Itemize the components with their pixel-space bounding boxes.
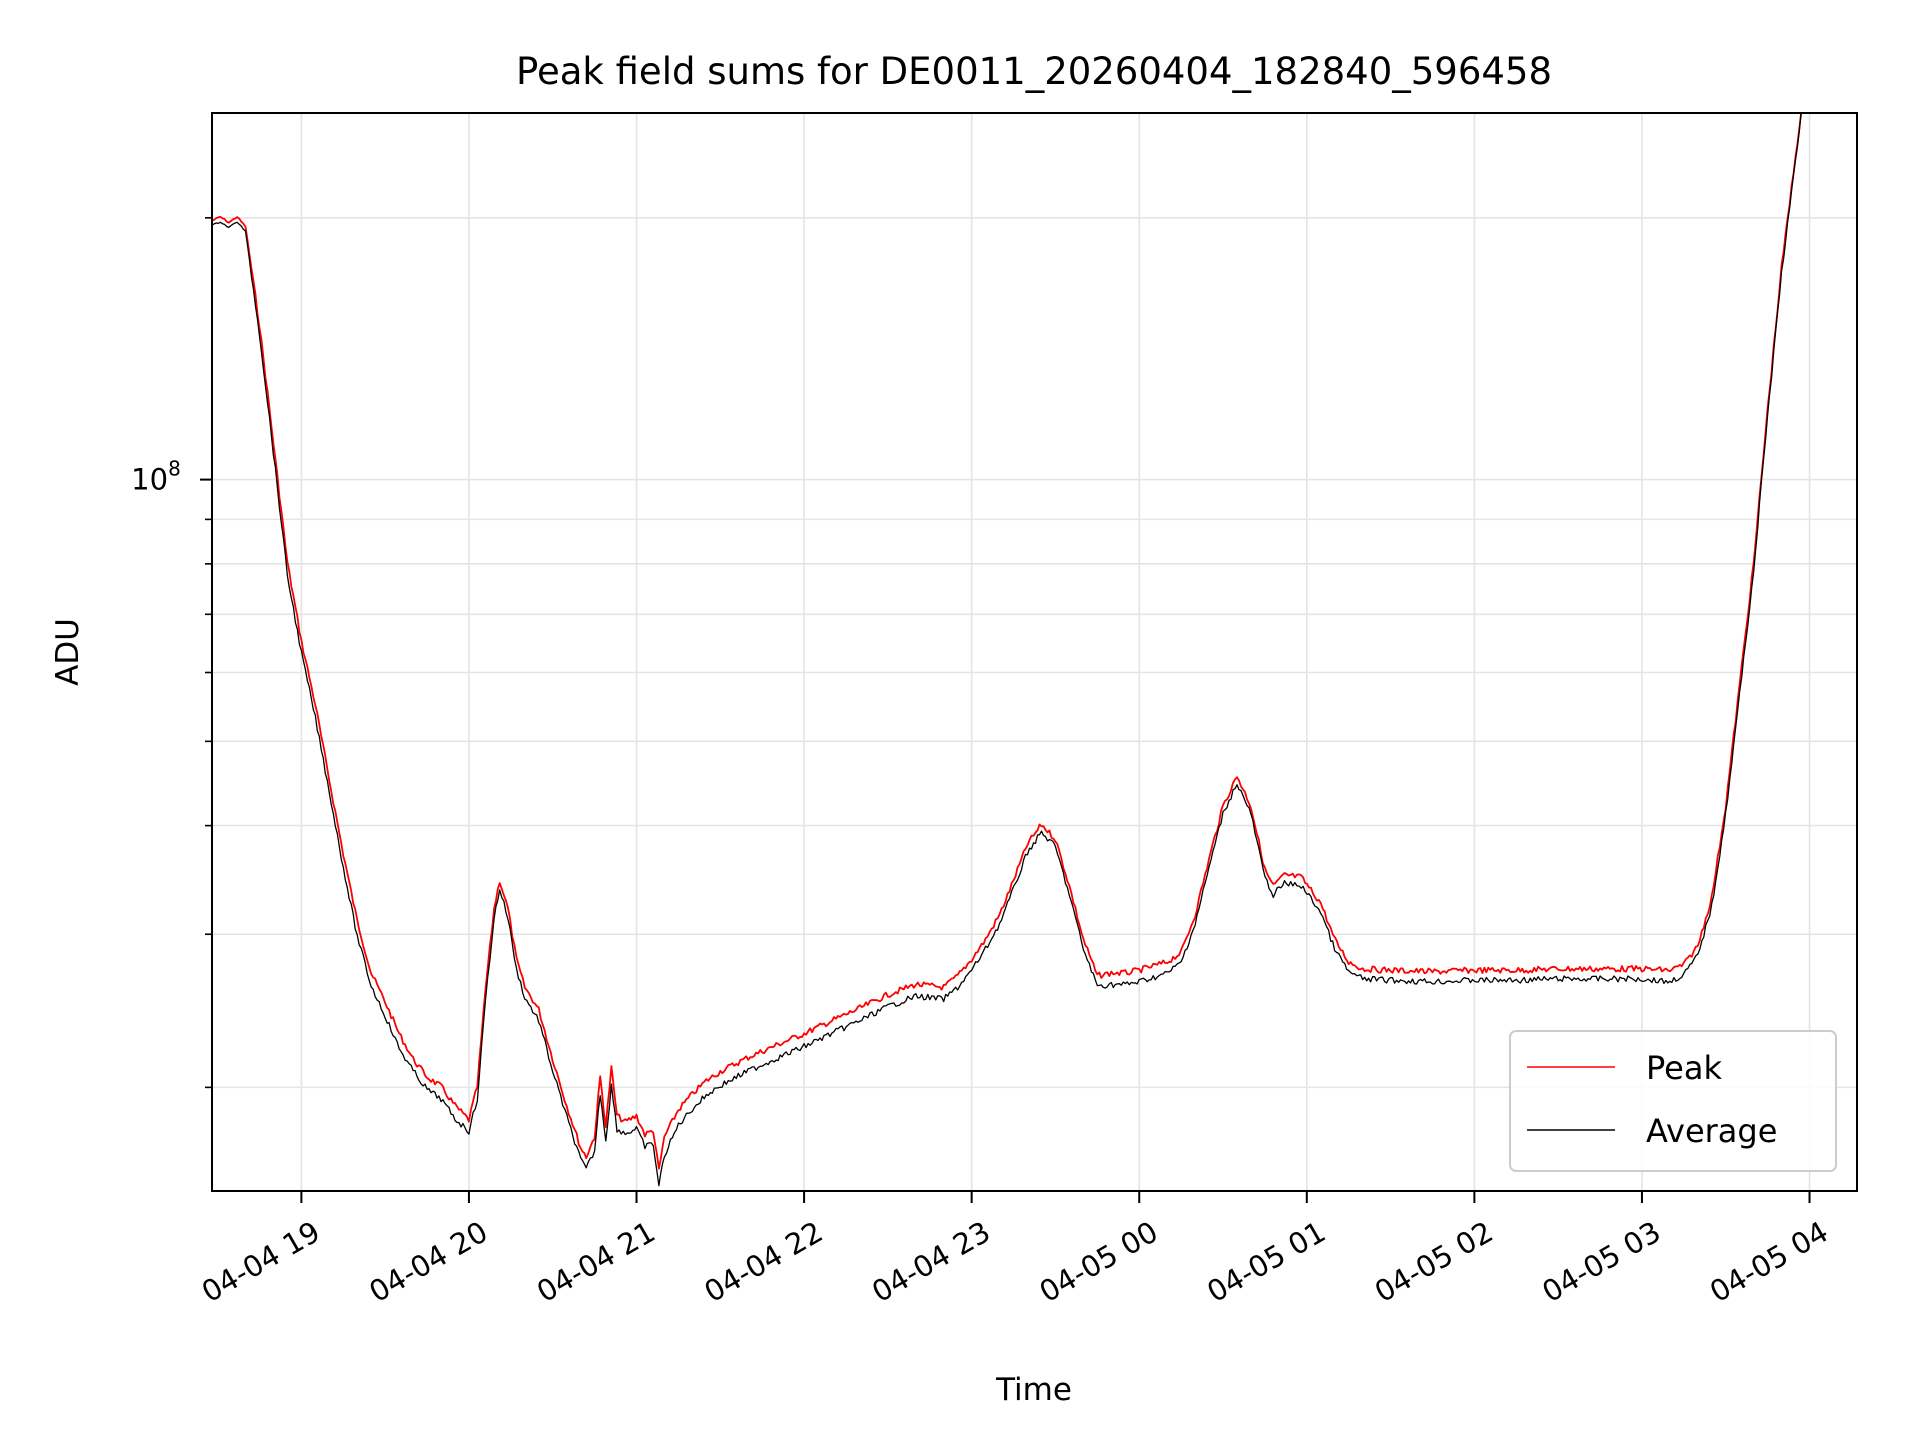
y-axis-title: ADU xyxy=(50,618,86,686)
legend: Peak Average xyxy=(1509,1030,1837,1172)
average-series-line xyxy=(212,113,1802,1187)
x-axis-title: Time xyxy=(995,1372,1072,1408)
plot-frame xyxy=(211,112,1858,1192)
legend-peak-label: Peak xyxy=(1646,1049,1722,1087)
y-tick-label: 108 xyxy=(131,457,181,497)
plot-area xyxy=(212,113,1802,1187)
legend-box xyxy=(1509,1030,1837,1172)
y-tick-label-base: 10 xyxy=(131,463,168,497)
chart-title: Peak field sums for DE0011_20260404_1828… xyxy=(516,50,1552,93)
legend-average-label: Average xyxy=(1646,1112,1777,1150)
y-tick-label-exponent: 8 xyxy=(168,457,181,481)
peak-series-line xyxy=(212,113,1802,1170)
grid xyxy=(212,113,1857,1191)
